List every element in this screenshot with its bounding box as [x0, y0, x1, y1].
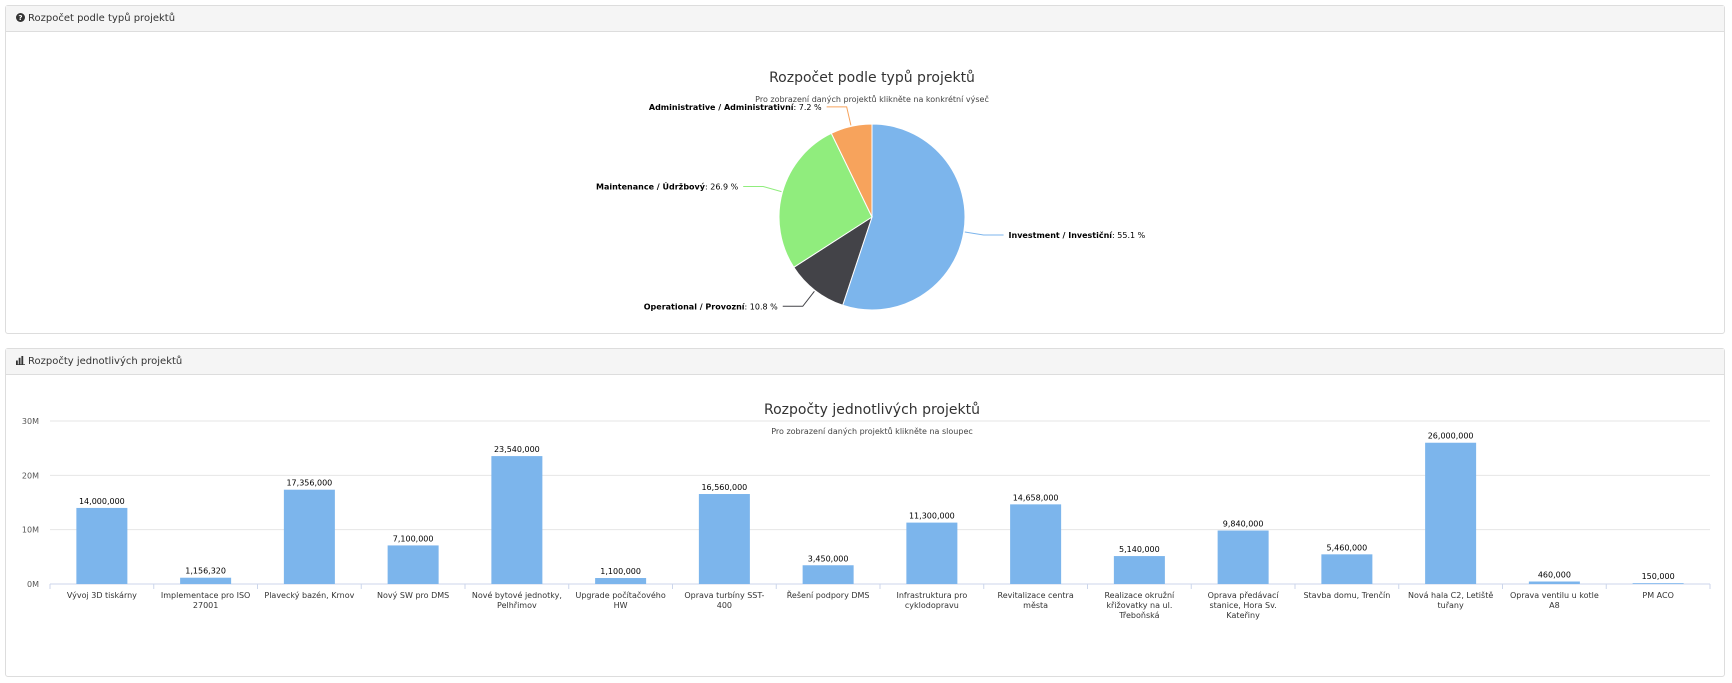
x-category-label: Oprava ventilu u kotle A8 [1510, 591, 1599, 610]
panel-heading: Rozpočty jednotlivých projektů [6, 349, 1724, 375]
project-budgets-panel: Rozpočty jednotlivých projektů Rozpočty … [5, 348, 1725, 677]
bar-data-label: 460,000 [1538, 571, 1571, 580]
x-category-label: Nový SW pro DMS [377, 591, 449, 600]
bar-data-label: 14,000,000 [79, 497, 125, 506]
y-tick-label: 30M [22, 417, 39, 426]
chart-subtitle: Pro zobrazení daných projektů klikněte n… [755, 94, 989, 104]
x-category-label: Upgrade počítačového HW [575, 590, 665, 610]
x-category-label: Realizace okružní křižovatky na ul. Třeboň… [1104, 591, 1175, 620]
bar-data-label: 17,356,000 [286, 479, 332, 488]
x-category-label: Řešení podpory DMS [787, 590, 870, 600]
bar-data-label: 5,460,000 [1327, 543, 1368, 552]
x-category-label: Infrastruktura pro cyklodopravu [896, 591, 967, 610]
bar[interactable] [387, 545, 439, 584]
x-category-label: Oprava turbíny SST-400 [684, 591, 764, 610]
bar-data-label: 11,300,000 [909, 512, 955, 521]
pie-connector [743, 185, 782, 193]
pie-connector [782, 290, 815, 307]
pie-chart: Rozpočet podle typů projektů Pro zobraze… [596, 70, 1146, 311]
x-category-label: Nová hala C2, Letiště tuřany [1408, 590, 1493, 610]
bar[interactable] [491, 456, 543, 584]
y-tick-label: 10M [22, 526, 39, 535]
pie-data-label: Maintenance / Údržbový: 26.9 % [596, 180, 739, 191]
panel-heading: ? Rozpočet podle typů projektů [6, 6, 1724, 32]
bar[interactable] [1113, 556, 1165, 584]
bar[interactable] [802, 565, 854, 584]
x-category-label: Oprava předávací stanice, Hora Sv. Kateřin… [1208, 591, 1280, 620]
bar-data-label: 16,560,000 [701, 483, 747, 492]
bar-data-label: 7,100,000 [393, 534, 434, 543]
panel-heading-label: Rozpočet podle typů projektů [28, 13, 176, 24]
chart-subtitle: Pro zobrazení daných projektů klikněte n… [771, 426, 973, 436]
question-circle-icon: ? [16, 12, 25, 25]
bar-data-label: 5,140,000 [1119, 545, 1160, 554]
pie-slice[interactable] [778, 132, 873, 269]
bar-chart-icon [16, 355, 25, 368]
x-category-label: PM ACO [1642, 591, 1673, 600]
bar-data-label: 1,156,320 [185, 567, 226, 576]
bar[interactable] [1321, 554, 1373, 584]
pie-slice[interactable] [842, 123, 966, 311]
bar[interactable] [283, 489, 335, 584]
pie-connector [964, 231, 1004, 236]
bar-data-label: 3,450,000 [808, 554, 849, 563]
bar[interactable] [595, 578, 647, 584]
chart-title: Rozpočty jednotlivých projektů [764, 402, 980, 418]
pie-connector [826, 106, 852, 126]
bar-data-label: 9,840,000 [1223, 520, 1264, 529]
bar[interactable] [180, 577, 232, 584]
bar[interactable] [1217, 530, 1269, 584]
bar[interactable] [1528, 581, 1580, 584]
y-tick-label: 20M [22, 471, 39, 480]
bar[interactable] [1632, 583, 1684, 584]
pie-data-label: Administrative / Administrativní: 7.2 % [649, 103, 822, 112]
bar-data-label: 26,000,000 [1428, 432, 1474, 441]
pie-data-label: Investment / Investiční: 55.1 % [1009, 230, 1146, 240]
bar-data-label: 14,658,000 [1013, 493, 1059, 502]
budget-by-type-panel: ? Rozpočet podle typů projektů Rozpočet … [5, 5, 1725, 334]
bar-data-label: 150,000 [1642, 572, 1675, 581]
x-category-label: Vývoj 3D tiskárny [67, 591, 137, 600]
bar-data-label: 23,540,000 [494, 445, 540, 454]
bar-data-label: 1,100,000 [600, 567, 641, 576]
pie-data-label: Operational / Provozní: 10.8 % [644, 302, 778, 311]
chart-title: Rozpočet podle typů projektů [769, 70, 975, 86]
y-tick-label: 0M [27, 580, 39, 589]
x-category-label: Nové bytové jednotky, Pelhřimov [472, 590, 562, 610]
x-category-label: Implementace pro ISO 27001 [161, 591, 250, 610]
svg-text:?: ? [18, 13, 22, 22]
x-category-label: Plavecký bazén, Krnov [264, 590, 354, 600]
panel-heading-label: Rozpočty jednotlivých projektů [28, 356, 183, 367]
bar[interactable] [698, 494, 750, 584]
bar-chart: Rozpočty jednotlivých projektů Pro zobra… [22, 402, 1711, 620]
bar[interactable] [76, 507, 128, 584]
bar[interactable] [1425, 442, 1477, 584]
pie-slice[interactable] [830, 123, 873, 218]
bar[interactable] [1010, 504, 1062, 584]
x-category-label: Stavba domu, Trenčín [1303, 590, 1390, 600]
x-category-label: Revitalizace centra města [998, 591, 1074, 610]
bar[interactable] [906, 522, 958, 584]
